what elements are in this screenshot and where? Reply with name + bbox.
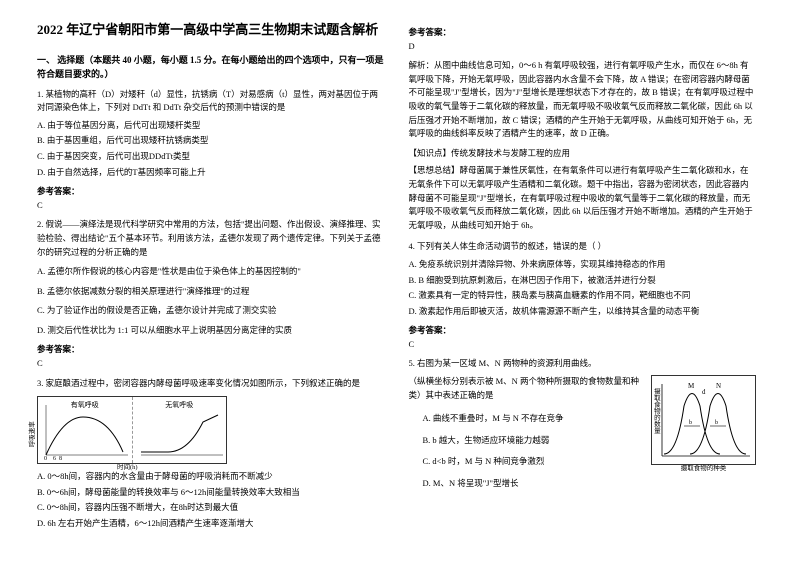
svg-text:b: b [715, 420, 718, 426]
q4-text: 4. 下列有关人体生命活动调节的叙述，错误的是（ ） [409, 240, 757, 254]
q4-optA: A. 免疫系统识别并清除异物、外来病原体等，实现其维持稳态的作用 [409, 258, 757, 272]
right-column: 参考答案： D 解析：从图中曲线信息可知，0～6 h 有氧呼吸较强，进行有氧呼吸… [397, 20, 769, 541]
svg-text:d: d [702, 388, 706, 396]
q3-optB: B. 0～6h间，酵母菌能量的转换效率与 6～12h间能量转换效率大致相当 [37, 486, 385, 500]
q5-chart-xlabel: 摄取食物的种类 [681, 464, 727, 474]
chart-container: 有氧呼吸 无氧呼吸 呼吸速率 [37, 396, 385, 464]
svg-text:b: b [689, 420, 692, 426]
q4-optD: D. 激素起作用后即被灭活，故机体需源源不断产生，以维持其含量的动态平衡 [409, 305, 757, 319]
svg-text:M: M [688, 382, 695, 390]
q3-optC: C. 0～8h间，容器内压强不断增大，在8h时达到最大值 [37, 501, 385, 515]
answer-2: C [37, 357, 385, 371]
q1-text: 1. 某植物的高秆（D）对矮秆（d）显性，抗锈病（T）对易感病（t）显性，两对基… [37, 88, 385, 115]
question-2: 2. 假说——演绎法是现代科学研究中常用的方法，包括"提出问题、作出假设、演绎推… [37, 218, 385, 337]
q3-text: 3. 家庭酿酒过程中，密闭容器内酵母菌呼吸速率变化情况如图所示，下列叙述正确的是 [37, 377, 385, 391]
q2-optC: C. 为了验证作出的假设是否正确，孟德尔设计并完成了测交实验 [37, 304, 385, 318]
q5-text: 5. 右图为某一区域 M、N 两物种的资源利用曲线。 [409, 357, 757, 371]
q4-optC: C. 激素具有一定的特异性，胰岛素与胰高血糖素的作用不同，靶细胞也不同 [409, 289, 757, 303]
answer-label-3: 参考答案： [409, 26, 757, 40]
answer-1: C [37, 199, 385, 213]
question-5: 5. 右图为某一区域 M、N 两物种的资源利用曲线。 M d N b b 摄取食… [409, 357, 757, 490]
answer-label-2: 参考答案： [37, 343, 385, 357]
q3-optD: D. 6h 左右开始产生酒精，6～12h间酒精产生速率逐渐增大 [37, 517, 385, 531]
answer-4: C [409, 338, 757, 352]
q2-text: 2. 假说——演绎法是现代科学研究中常用的方法，包括"提出问题、作出假设、演绎推… [37, 218, 385, 259]
answer-label-4: 参考答案： [409, 324, 757, 338]
chart-ticks: 0 6 8 [44, 455, 62, 465]
svg-text:N: N [716, 382, 721, 390]
q2-optA: A. 孟德尔所作假说的核心内容是"性状是由位于染色体上的基因控制的" [37, 265, 385, 279]
document-title: 2022 年辽宁省朝阳市第一高级中学高三生物期末试题含解析 [37, 20, 385, 41]
chart2-curve [133, 397, 228, 465]
chart-xlabel: 时间(h) [117, 463, 138, 473]
q5-chart-svg: M d N b b [652, 376, 757, 466]
q3-optA: A. 0～8h间，容器内的水含量由于酵母菌的呼吸消耗而不断减少 [37, 470, 385, 484]
q1-optC: C. 由于基因突变，后代可出现DDdTt类型 [37, 150, 385, 164]
q4-optB: B. B 细胞受到抗原刺激后，在淋巴因子作用下，被激活并进行分裂 [409, 274, 757, 288]
a3-explain: 解析：从图中曲线信息可知，0～6 h 有氧呼吸较强，进行有氧呼吸产生水，而仅在 … [409, 59, 757, 141]
q5-chart-ylabel: 摄取食物的数量 [650, 388, 660, 434]
q1-optD: D. 由于自然选择，后代的T基因频率可能上升 [37, 166, 385, 180]
q1-optB: B. 由于基因重组，后代可出现矮秆抗锈病类型 [37, 134, 385, 148]
q5-chart: M d N b b 摄取食物的数量 摄取食物的种类 [651, 375, 756, 465]
section-header: 一、 选择题（本题共 40 小题，每小题 1.5 分。在每小题给出的四个选项中，… [37, 53, 385, 82]
chart-ylabel: 呼吸速率 [28, 421, 38, 447]
page-container: 2022 年辽宁省朝阳市第一高级中学高三生物期末试题含解析 一、 选择题（本题共… [0, 0, 793, 561]
q2-optB: B. 孟德尔依据减数分裂的相关原理进行"演绎推理"的过程 [37, 285, 385, 299]
q5-optD: D. M、N 将呈现"J"型增长 [423, 477, 757, 491]
q1-optA: A. 由于等位基因分离，后代可出现矮杆类型 [37, 119, 385, 133]
answer-3: D [409, 40, 757, 54]
knowledge: 【知识点】传统发酵技术与发酵工程的应用 [409, 147, 757, 161]
question-1: 1. 某植物的高秆（D）对矮秆（d）显性，抗锈病（T）对易感病（t）显性，两对基… [37, 88, 385, 180]
left-column: 2022 年辽宁省朝阳市第一高级中学高三生物期末试题含解析 一、 选择题（本题共… [25, 20, 397, 541]
question-4: 4. 下列有关人体生命活动调节的叙述，错误的是（ ） A. 免疫系统识别并清除异… [409, 240, 757, 318]
answer-label-1: 参考答案： [37, 185, 385, 199]
q2-optD: D. 测交后代性状比为 1:1 可以从细胞水平上说明基因分离定律的实质 [37, 324, 385, 338]
question-3: 3. 家庭酿酒过程中，密闭容器内酵母菌呼吸速率变化情况如图所示，下列叙述正确的是… [37, 377, 385, 531]
summary: 【思想总结】酵母菌属于兼性厌氧性，在有氧条件可以进行有氧呼吸产生二氧化碳和水，在… [409, 164, 757, 232]
